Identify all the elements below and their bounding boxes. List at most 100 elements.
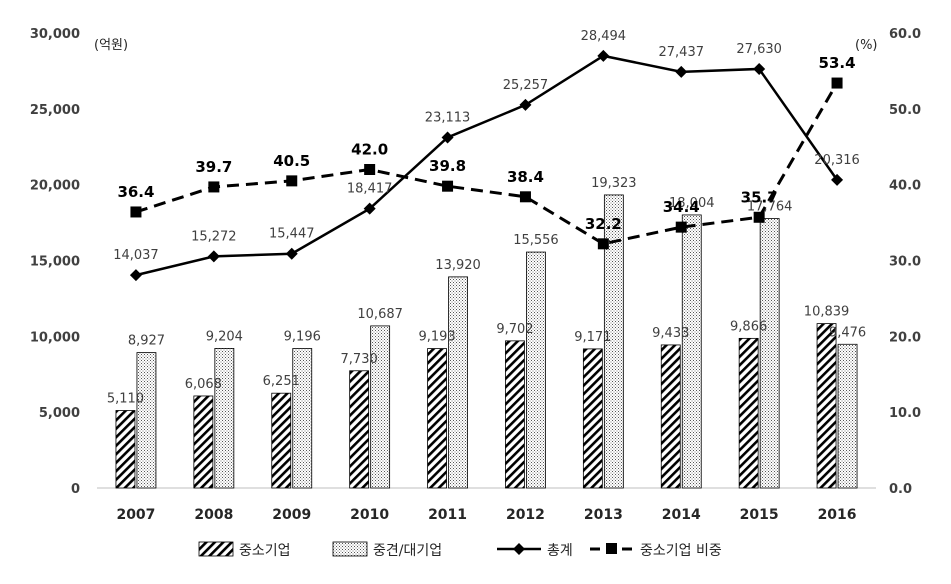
label-share: 39.8 [429,157,466,175]
line-total [135,54,839,277]
right-axis-ticks: 0.0 10.0 20.0 30.0 40.0 50.0 60.0 [889,27,921,497]
label-total: 27,437 [659,45,705,60]
line-share [135,82,839,246]
label-large: 19,323 [591,176,637,191]
bar-large [448,276,468,489]
bar-large [136,352,157,489]
point-total [675,65,688,78]
right-tick-label: 60.0 [889,27,921,42]
label-large: 18,004 [669,196,715,211]
bar-large [681,214,702,489]
label-total: 14,037 [113,248,159,263]
x-tick-label: 2008 [194,507,233,523]
legend-label-sme: 중소기업 [239,543,291,559]
bar-large [759,218,780,489]
right-tick-label: 30.0 [889,255,921,270]
point-share [130,206,142,218]
left-tick-label: 25,000 [30,103,80,118]
left-tick-label: 10,000 [30,330,80,345]
x-tick-label: 2010 [350,507,389,523]
bar-sme [271,392,292,489]
x-tick-label: 2014 [662,507,701,523]
point-share [519,191,531,203]
point-total [285,247,298,260]
bar-sme [115,410,136,489]
right-tick-label: 50.0 [889,103,921,118]
label-sme: 9,193 [418,330,455,345]
label-share: 34.4 [663,198,700,216]
point-share [597,238,609,250]
label-large: 17,764 [747,200,793,215]
label-total: 18,417 [347,182,393,197]
legend-label-large: 중견/대기업 [373,543,442,559]
x-tick-label: 2013 [584,507,623,523]
right-tick-label: 10.0 [889,406,921,421]
left-tick-label: 20,000 [30,179,80,194]
label-sme: 6,251 [263,374,300,389]
bar-large [526,251,546,489]
point-share [442,180,454,192]
label-large: 13,920 [435,258,481,273]
left-tick-label: 0 [71,482,80,497]
label-large: 9,476 [829,325,866,340]
label-large: 9,204 [206,329,243,344]
right-axis-unit: (%) [855,38,878,53]
bar-sme [349,370,370,489]
label-sme: 5,110 [107,391,144,406]
label-total: 28,494 [581,29,627,44]
label-sme: 9,433 [652,326,689,341]
label-total: 20,316 [814,153,860,168]
label-share: 35.7 [741,188,778,206]
label-total: 27,630 [736,42,782,57]
point-share [208,181,220,193]
data-labels: 5,110 8,927 14,037 36.4 6,068 9,204 15,272 39.7… [107,29,866,407]
right-tick-label: 20.0 [889,330,921,345]
x-tick-label: 2012 [506,507,545,523]
bars [115,194,858,489]
bar-large [837,343,858,489]
label-large: 10,687 [357,307,403,322]
label-share: 36.4 [117,183,154,201]
point-share [831,77,843,89]
right-tick-label: 40.0 [889,179,921,194]
lines [129,49,844,282]
left-axis-unit: (억원) [94,38,128,53]
bar-sme [738,337,759,489]
right-tick-label: 0.0 [889,482,912,497]
label-sme: 9,702 [496,322,533,337]
label-sme: 9,171 [574,330,611,345]
left-tick-label: 15,000 [30,255,80,270]
bar-sme [660,344,681,489]
bar-sme [582,348,603,489]
left-tick-label: 30,000 [30,27,80,42]
bar-large [603,194,624,489]
point-share [286,175,298,187]
point-share [753,211,765,223]
bar-sme [193,395,214,489]
label-sme: 9,866 [730,319,767,334]
label-share: 53.4 [819,54,856,72]
bar-sme [816,323,837,489]
bar-large [292,348,313,489]
point-total [207,250,220,263]
label-sme: 7,730 [341,352,378,367]
bar-large [370,325,391,489]
bar-large [214,348,235,489]
left-tick-label: 5,000 [39,406,80,421]
point-total [831,173,844,186]
point-total [129,269,142,282]
point-total [441,131,454,144]
label-share: 40.5 [273,152,310,170]
legend-label-total: 총계 [547,543,573,559]
point-total [363,202,376,215]
x-tick-label: 2015 [740,507,779,523]
label-large: 9,196 [284,330,321,345]
label-sme: 10,839 [804,305,850,320]
label-share: 38.4 [507,168,544,186]
label-share: 42.0 [351,141,388,159]
point-total [753,62,766,75]
label-share: 32.2 [585,215,622,233]
label-total: 23,113 [425,110,471,125]
label-large: 15,556 [513,233,559,248]
